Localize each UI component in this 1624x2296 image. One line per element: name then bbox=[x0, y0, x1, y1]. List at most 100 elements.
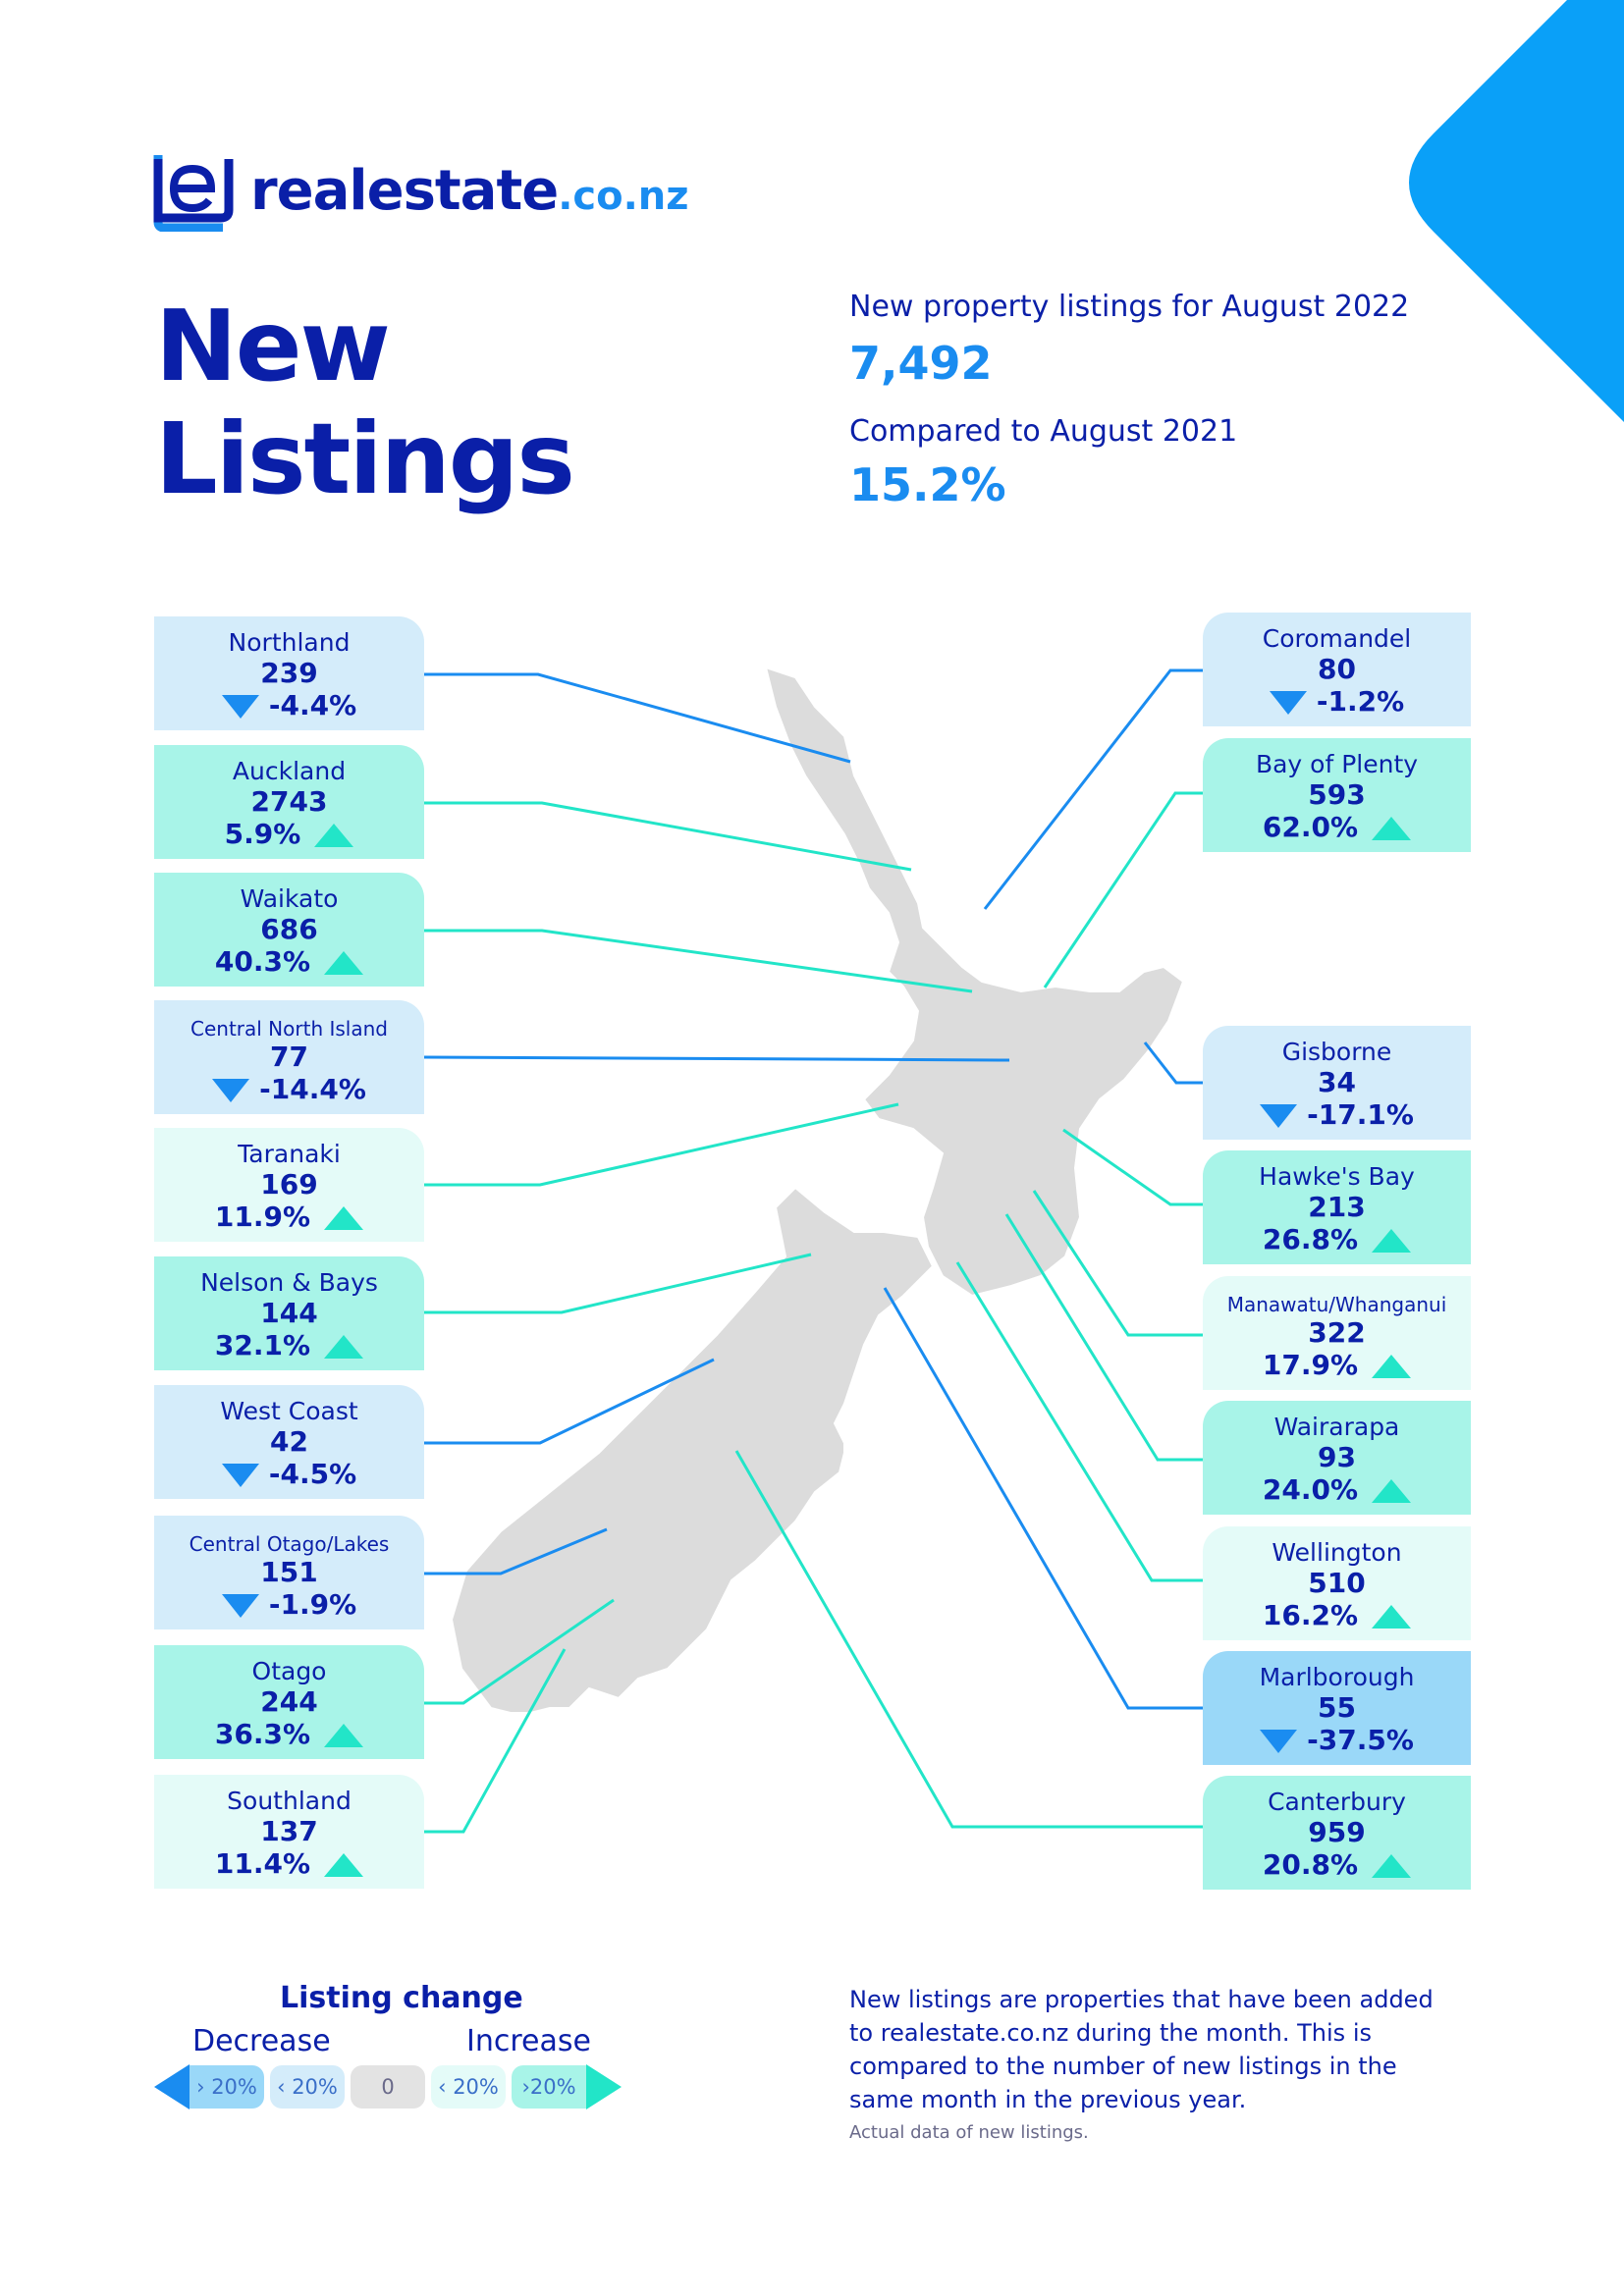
arrow-up-icon bbox=[1372, 1355, 1412, 1378]
region-name: Hawke's Bay bbox=[1259, 1162, 1415, 1191]
region-change: -17.1% bbox=[1307, 1098, 1414, 1131]
region-name: Manawatu/Whanganui bbox=[1226, 1293, 1447, 1316]
page-title: New Listings bbox=[155, 290, 575, 516]
region-name: Central Otago/Lakes bbox=[189, 1532, 390, 1556]
region-southland[interactable]: Southland 137 11.4% bbox=[154, 1775, 424, 1889]
compare-value: 15.2% bbox=[849, 458, 1006, 511]
arrow-up-icon bbox=[324, 1853, 364, 1877]
logo-text: realestate.co.nz bbox=[250, 158, 689, 223]
region-change: -4.4% bbox=[268, 689, 357, 721]
brand-logo[interactable]: realestate.co.nz bbox=[152, 149, 689, 232]
legend-neutral: 0 bbox=[351, 2065, 425, 2109]
north-island-shape bbox=[764, 666, 1185, 1298]
legend-decrease-lt20: ‹ 20% bbox=[270, 2065, 345, 2109]
region-count: 144 bbox=[260, 1297, 318, 1329]
region-change: 36.3% bbox=[214, 1718, 311, 1750]
arrow-up-icon bbox=[314, 824, 354, 847]
region-change: 20.8% bbox=[1262, 1848, 1359, 1881]
region-wellington[interactable]: Wellington 510 16.2% bbox=[1203, 1526, 1471, 1640]
arrow-up-icon bbox=[324, 1335, 364, 1359]
arrow-down-icon bbox=[221, 1464, 259, 1487]
region-count: 151 bbox=[260, 1556, 318, 1588]
arrow-up-icon bbox=[324, 1206, 364, 1230]
region-change: 62.0% bbox=[1262, 811, 1359, 843]
leader-lines bbox=[423, 668, 1203, 1834]
region-name: Bay of Plenty bbox=[1255, 750, 1419, 778]
region-count: 239 bbox=[260, 657, 318, 689]
legend-increase-gt20: ›20% bbox=[512, 2065, 586, 2109]
region-name: Wairarapa bbox=[1273, 1413, 1400, 1441]
region-change: 17.9% bbox=[1262, 1349, 1359, 1381]
region-change: 16.2% bbox=[1262, 1599, 1359, 1631]
arrow-up-icon bbox=[324, 951, 364, 975]
legend-scale: › 20% ‹ 20% 0 ‹ 20% ›20% bbox=[152, 2064, 623, 2109]
region-change: -4.5% bbox=[268, 1458, 357, 1490]
region-waikato[interactable]: Waikato 686 40.3% bbox=[154, 873, 424, 987]
arrow-up-icon bbox=[1372, 817, 1412, 840]
region-change: 40.3% bbox=[214, 945, 311, 978]
region-count: 510 bbox=[1308, 1567, 1366, 1599]
region-name: Central North Island bbox=[190, 1017, 388, 1041]
arrow-down-icon bbox=[1260, 1730, 1298, 1753]
region-name: Otago bbox=[251, 1657, 327, 1685]
region-name: Nelson & Bays bbox=[200, 1268, 378, 1297]
region-auckland[interactable]: Auckland 2743 5.9% bbox=[154, 745, 424, 859]
legend-increase-label: Increase bbox=[466, 2024, 591, 2058]
region-count: 169 bbox=[260, 1168, 318, 1201]
listings-value: 7,492 bbox=[849, 337, 993, 390]
region-change: 11.9% bbox=[214, 1201, 311, 1233]
region-name: Taranaki bbox=[238, 1140, 341, 1168]
arrow-up-icon bbox=[1372, 1479, 1412, 1503]
region-change: -1.9% bbox=[268, 1588, 357, 1621]
arrow-up-icon bbox=[1372, 1854, 1412, 1878]
region-west-coast[interactable]: West Coast 42 -4.5% bbox=[154, 1385, 424, 1499]
region-name: Coromandel bbox=[1262, 624, 1412, 653]
arrow-down-icon bbox=[1269, 691, 1307, 715]
region-bay-of-plenty[interactable]: Bay of Plenty 593 62.0% bbox=[1203, 738, 1471, 852]
region-count: 93 bbox=[1318, 1441, 1356, 1473]
region-change: 26.8% bbox=[1262, 1223, 1359, 1255]
region-central-otago-lakes[interactable]: Central Otago/Lakes 151 -1.9% bbox=[154, 1516, 424, 1629]
region-name: West Coast bbox=[220, 1397, 358, 1425]
region-taranaki[interactable]: Taranaki 169 11.9% bbox=[154, 1128, 424, 1242]
region-marlborough[interactable]: Marlborough 55 -37.5% bbox=[1203, 1651, 1471, 1765]
region-count: 244 bbox=[260, 1685, 318, 1718]
arrow-down-icon bbox=[212, 1079, 250, 1102]
region-change: 5.9% bbox=[224, 818, 301, 850]
region-name: Marlborough bbox=[1259, 1663, 1415, 1691]
region-change: -1.2% bbox=[1316, 685, 1405, 718]
legend-decrease-gt20: › 20% bbox=[189, 2065, 264, 2109]
region-gisborne[interactable]: Gisborne 34 -17.1% bbox=[1203, 1026, 1471, 1140]
region-name: Northland bbox=[228, 628, 351, 657]
region-name: Southland bbox=[227, 1787, 352, 1815]
region-northland[interactable]: Northland 239 -4.4% bbox=[154, 616, 424, 730]
region-change: 11.4% bbox=[214, 1847, 311, 1880]
arrow-left-icon bbox=[154, 2064, 189, 2109]
legend-increase-lt20: ‹ 20% bbox=[431, 2065, 506, 2109]
region-count: 34 bbox=[1318, 1066, 1356, 1098]
arrow-down-icon bbox=[221, 1594, 259, 1618]
region-hawkes-bay[interactable]: Hawke's Bay 213 26.8% bbox=[1203, 1150, 1471, 1264]
region-count: 55 bbox=[1318, 1691, 1356, 1724]
region-nelson-bays[interactable]: Nelson & Bays 144 32.1% bbox=[154, 1256, 424, 1370]
logo-mark-icon bbox=[153, 155, 234, 232]
region-count: 77 bbox=[270, 1041, 308, 1073]
region-canterbury[interactable]: Canterbury 959 20.8% bbox=[1203, 1776, 1471, 1890]
region-count: 322 bbox=[1308, 1316, 1366, 1349]
region-central-north-island[interactable]: Central North Island 77 -14.4% bbox=[154, 1000, 424, 1114]
corner-decoration bbox=[1409, 0, 1624, 422]
region-otago[interactable]: Otago 244 36.3% bbox=[154, 1645, 424, 1759]
region-manawatu-whanganui[interactable]: Manawatu/Whanganui 322 17.9% bbox=[1203, 1276, 1471, 1390]
region-wairarapa[interactable]: Wairarapa 93 24.0% bbox=[1203, 1401, 1471, 1515]
arrow-up-icon bbox=[1372, 1605, 1412, 1629]
title-line-2: Listings bbox=[155, 401, 575, 516]
region-count: 959 bbox=[1308, 1816, 1366, 1848]
region-count: 593 bbox=[1308, 778, 1366, 811]
region-count: 42 bbox=[270, 1425, 308, 1458]
region-change: 32.1% bbox=[214, 1329, 311, 1362]
arrow-down-icon bbox=[221, 695, 259, 719]
region-name: Waikato bbox=[240, 884, 339, 913]
region-coromandel[interactable]: Coromandel 80 -1.2% bbox=[1203, 613, 1471, 726]
footnote-small: Actual data of new listings. bbox=[849, 2122, 1089, 2143]
